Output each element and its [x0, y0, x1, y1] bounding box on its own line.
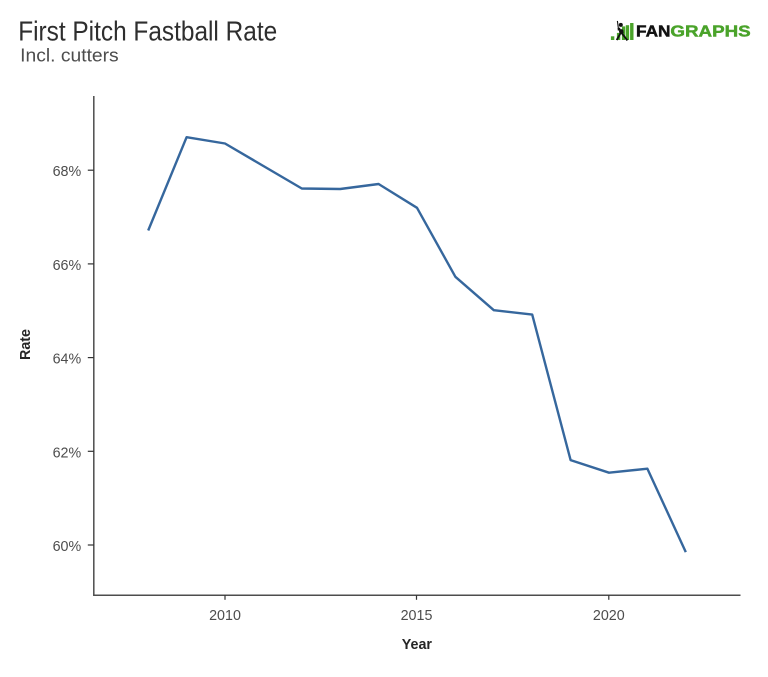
- svg-text:Incl. cutters: Incl. cutters: [20, 46, 119, 66]
- svg-text:2020: 2020: [593, 608, 625, 624]
- svg-text:62%: 62%: [53, 445, 82, 461]
- svg-text:First Pitch Fastball Rate: First Pitch Fastball Rate: [18, 15, 277, 46]
- svg-text:2015: 2015: [401, 608, 433, 624]
- svg-text:64%: 64%: [53, 352, 82, 368]
- svg-text:FAN: FAN: [636, 24, 671, 41]
- svg-text:GRAPHS: GRAPHS: [670, 24, 750, 41]
- svg-text:66%: 66%: [53, 258, 82, 274]
- svg-text:Year: Year: [402, 637, 433, 653]
- svg-text:60%: 60%: [53, 539, 82, 555]
- svg-text:2010: 2010: [209, 608, 241, 624]
- svg-text:Rate: Rate: [18, 329, 34, 360]
- svg-text:68%: 68%: [53, 164, 82, 180]
